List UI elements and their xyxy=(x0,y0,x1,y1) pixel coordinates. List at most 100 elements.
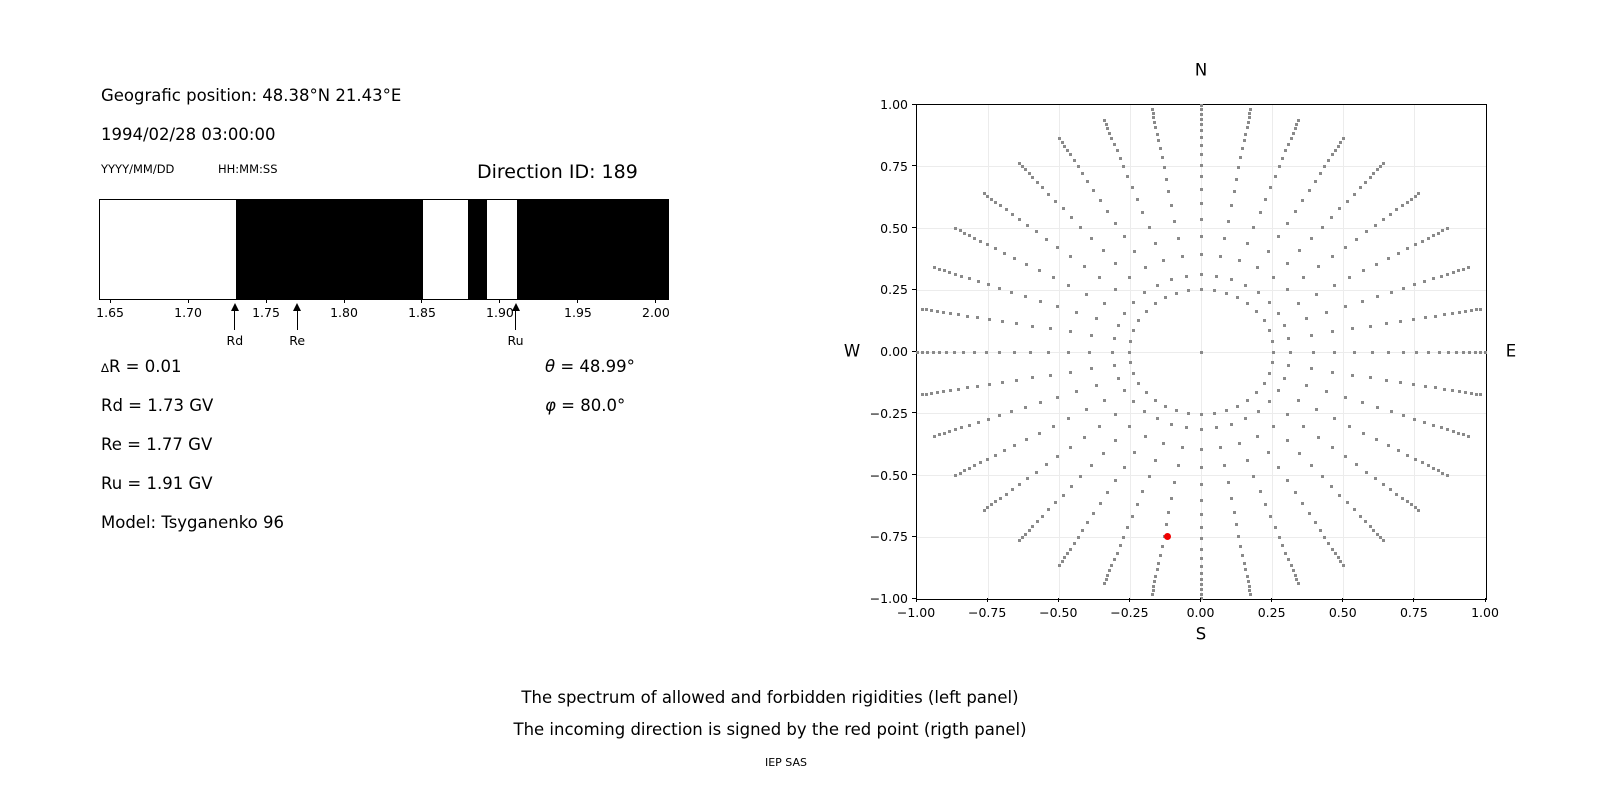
scatter-dot xyxy=(1389,290,1393,294)
scatter-dot xyxy=(1239,156,1243,160)
scatter-dot xyxy=(1313,521,1317,525)
scatter-dot xyxy=(1072,158,1076,162)
x-tick-label: 0.25 xyxy=(1257,605,1286,620)
scatter-dot xyxy=(1089,236,1093,240)
cutoff-arrow-label: Ru xyxy=(507,333,524,348)
scatter-dot xyxy=(1163,404,1167,408)
scatter-dot xyxy=(1212,288,1216,292)
scatter-dot xyxy=(1396,251,1400,255)
scatter-dot xyxy=(1015,378,1019,382)
scatter-dot xyxy=(986,283,990,287)
scatter-dot xyxy=(1154,574,1158,578)
scatter-dot xyxy=(1018,483,1022,487)
scatter-dot xyxy=(1457,269,1461,273)
scatter-dot xyxy=(1114,221,1118,225)
scatter-dot xyxy=(1297,581,1300,585)
scatter-dot xyxy=(1114,288,1118,292)
scatter-dot xyxy=(1061,207,1065,211)
scatter-dot xyxy=(1382,161,1386,165)
scatter-dot xyxy=(1060,140,1064,144)
scatter-dot xyxy=(1246,398,1250,402)
scatter-dot xyxy=(1255,390,1259,394)
scatter-dot xyxy=(1147,475,1151,479)
scatter-dot xyxy=(933,266,937,270)
scatter-dot xyxy=(1123,235,1127,239)
scatter-dot xyxy=(1200,588,1203,592)
scatter-dot xyxy=(1301,424,1305,428)
scatter-dot xyxy=(1047,508,1051,512)
scatter-dot xyxy=(1049,373,1053,377)
scatter-dot xyxy=(1466,266,1470,270)
cutoff-arrow-head xyxy=(511,303,520,311)
scatter-dot xyxy=(1150,593,1154,597)
scatter-dot xyxy=(1433,386,1437,390)
scatter-dot xyxy=(1082,265,1086,269)
scatter-dot xyxy=(1287,142,1291,146)
scatter-dot xyxy=(1200,537,1203,541)
scatter-dot xyxy=(1287,363,1291,367)
gridline-horizontal xyxy=(917,536,1486,538)
scatter-dot xyxy=(1112,337,1116,341)
scatter-dot xyxy=(1336,556,1340,560)
scatter-dot xyxy=(1169,422,1173,426)
theta-text: θ = 48.99° xyxy=(545,357,635,376)
scatter-dot xyxy=(1289,136,1293,140)
scatter-dot xyxy=(1200,122,1203,126)
scatter-dot xyxy=(1281,544,1285,548)
scatter-dot xyxy=(954,227,958,231)
scatter-dot xyxy=(1443,313,1447,317)
scatter-dot xyxy=(1236,404,1240,408)
scatter-dot xyxy=(1036,180,1040,184)
scatter-dot xyxy=(1310,333,1314,337)
scatter-dot xyxy=(1102,581,1106,585)
scatter-dot xyxy=(1363,180,1367,184)
x-tick xyxy=(1128,598,1130,602)
scatter-dot xyxy=(1104,577,1108,581)
scatter-dot xyxy=(1141,210,1145,214)
scatter-dot xyxy=(1413,417,1417,421)
scatter-dot xyxy=(1469,309,1473,313)
scatter-dot xyxy=(1245,459,1249,463)
scatter-dot xyxy=(1010,410,1014,414)
y-tick-label: −1.00 xyxy=(869,591,908,606)
scatter-dot xyxy=(1375,168,1379,172)
scatter-dot xyxy=(972,350,976,354)
scatter-dot xyxy=(1163,296,1167,300)
scatter-dot xyxy=(1031,376,1035,380)
scatter-dot xyxy=(1334,552,1338,556)
scatter-dot xyxy=(1154,241,1158,245)
scatter-dot xyxy=(1300,198,1304,202)
scatter-dot xyxy=(1285,261,1289,265)
scatter-dot xyxy=(1101,248,1105,252)
scatter-dot xyxy=(1371,350,1375,354)
scatter-dot xyxy=(1267,329,1271,333)
scatter-dot xyxy=(931,350,935,354)
scatter-dot xyxy=(1298,248,1302,252)
scatter-dot xyxy=(1130,185,1134,189)
scatter-dot xyxy=(1112,142,1116,146)
x-tick-label: 1.75 xyxy=(252,305,280,320)
scatter-dot xyxy=(1241,553,1245,557)
scatter-dot xyxy=(1360,401,1364,405)
x-tick xyxy=(1484,598,1486,602)
scatter-dot xyxy=(1187,412,1191,416)
red-incoming-direction-point xyxy=(1164,532,1172,540)
scatter-dot xyxy=(1041,186,1045,190)
scatter-dot xyxy=(1025,438,1029,442)
scatter-dot xyxy=(1200,564,1203,568)
scatter-dot xyxy=(1238,441,1242,445)
scatter-dot xyxy=(1271,276,1275,280)
scatter-dot xyxy=(1417,508,1421,512)
scatter-dot xyxy=(1258,490,1262,494)
scatter-dot xyxy=(1223,236,1227,240)
scatter-dot xyxy=(1144,310,1148,314)
scatter-dot xyxy=(960,426,964,430)
scatter-dot xyxy=(1461,433,1465,437)
scatter-dot xyxy=(1200,525,1203,529)
scatter-dot xyxy=(994,500,998,504)
scatter-dot xyxy=(1118,156,1122,160)
scatter-dot xyxy=(1133,250,1137,254)
scatter-dot xyxy=(976,279,980,283)
scatter-dot xyxy=(1144,390,1148,394)
scatter-dot xyxy=(1341,137,1345,141)
